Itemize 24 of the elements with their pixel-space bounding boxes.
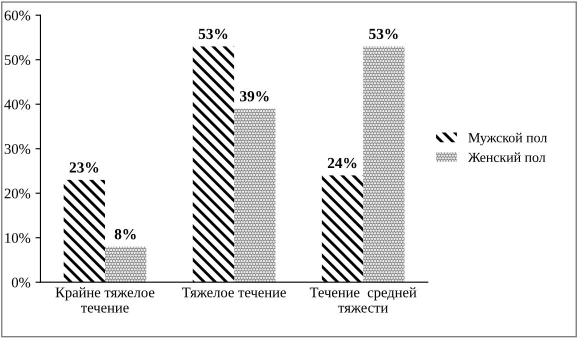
data-label: 53% xyxy=(198,28,228,40)
data-label: 24% xyxy=(328,158,356,168)
bar xyxy=(322,175,364,282)
y-tick-label: 20% xyxy=(4,188,30,198)
bar xyxy=(234,108,276,282)
bar xyxy=(363,46,404,282)
data-label: 8% xyxy=(114,229,136,240)
y-tick-label: 0% xyxy=(12,278,30,288)
data-label: 53% xyxy=(369,28,398,40)
y-tick-label: 50% xyxy=(4,55,30,65)
x-tick-label: Крайне тяжелое течение xyxy=(56,287,154,313)
y-tick-label: 40% xyxy=(4,100,30,110)
x-tick-label: Течение средней тяжести xyxy=(310,287,416,313)
bar xyxy=(105,246,146,282)
data-label: 39% xyxy=(240,91,269,102)
bar xyxy=(192,46,234,282)
x-tick-label: Тяжелое течение xyxy=(182,288,286,298)
y-tick-label: 30% xyxy=(4,144,30,154)
legend-label: Женский пол xyxy=(468,152,546,162)
legend-label: Мужской пол xyxy=(468,132,547,146)
y-tick-label: 60% xyxy=(4,10,30,20)
bar xyxy=(64,180,106,282)
data-label: 23% xyxy=(70,162,98,173)
y-tick-label: 10% xyxy=(5,233,30,243)
